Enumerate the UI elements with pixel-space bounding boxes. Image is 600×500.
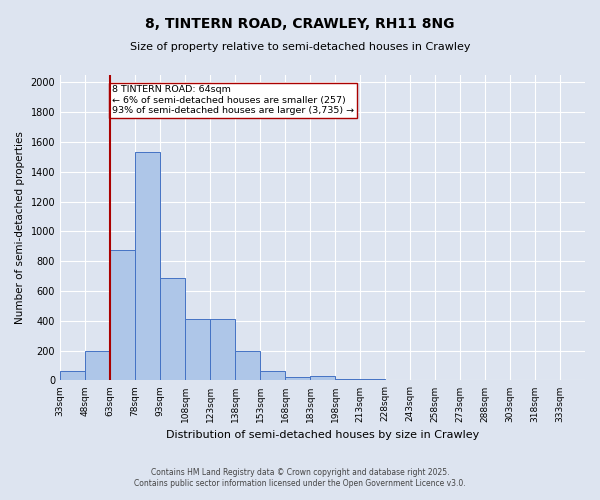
Bar — [185, 318, 210, 380]
Bar — [135, 152, 160, 380]
Bar — [210, 318, 235, 380]
Text: Contains HM Land Registry data © Crown copyright and database right 2025.
Contai: Contains HM Land Registry data © Crown c… — [134, 468, 466, 487]
Text: 8, TINTERN ROAD, CRAWLEY, RH11 8NG: 8, TINTERN ROAD, CRAWLEY, RH11 8NG — [145, 18, 455, 32]
Text: 8 TINTERN ROAD: 64sqm
← 6% of semi-detached houses are smaller (257)
93% of semi: 8 TINTERN ROAD: 64sqm ← 6% of semi-detac… — [112, 86, 354, 115]
Bar — [235, 352, 260, 380]
X-axis label: Distribution of semi-detached houses by size in Crawley: Distribution of semi-detached houses by … — [166, 430, 479, 440]
Bar — [60, 370, 85, 380]
Bar — [85, 352, 110, 380]
Bar — [160, 278, 185, 380]
Bar — [310, 376, 335, 380]
Bar — [285, 376, 310, 380]
Bar — [260, 372, 285, 380]
Bar — [335, 379, 360, 380]
Bar — [110, 250, 135, 380]
Bar — [360, 379, 385, 380]
Y-axis label: Number of semi-detached properties: Number of semi-detached properties — [15, 132, 25, 324]
Text: Size of property relative to semi-detached houses in Crawley: Size of property relative to semi-detach… — [130, 42, 470, 52]
